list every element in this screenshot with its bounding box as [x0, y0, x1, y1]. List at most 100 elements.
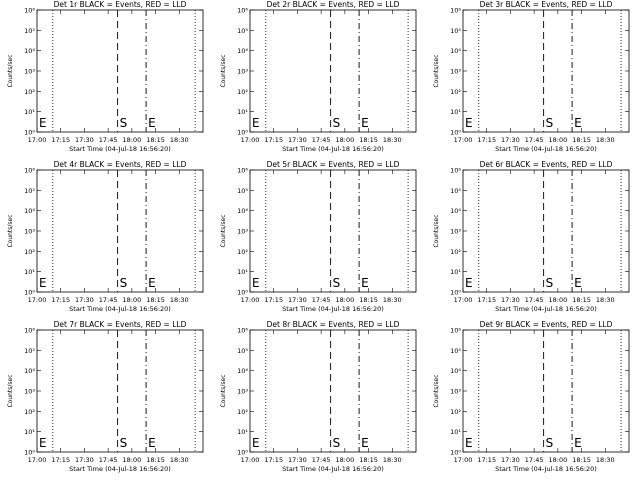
end-marker-label: E [39, 436, 47, 450]
y-tick-label: 10³ [450, 68, 461, 76]
y-tick-label: 10² [237, 408, 248, 416]
y-tick-label: 10³ [450, 228, 461, 236]
end-marker-label: E [148, 116, 156, 130]
plot-frame [36, 9, 204, 133]
y-tick-label: 10¹ [24, 108, 35, 116]
x-tick-label: 18:15 [359, 136, 378, 144]
plot-frame [36, 329, 204, 453]
end-marker-label: E [465, 436, 473, 450]
end-marker-label: E [252, 436, 260, 450]
y-tick-label: 10⁶ [450, 7, 461, 15]
x-tick-label: 18:30 [383, 456, 402, 464]
x-tick-label: 17:15 [264, 456, 283, 464]
x-axis-label: Start Time (04-Jul-18 16:56:20) [69, 465, 171, 473]
chart-title: Det 6r BLACK = Events, RED = LLD [480, 160, 613, 169]
y-tick-label: 10⁴ [24, 207, 35, 215]
chart-panel-5: Det 5r BLACK = Events, RED = LLD Counts/s… [220, 160, 417, 313]
y-tick-label: 10¹ [237, 108, 248, 116]
x-tick-label: 17:45 [525, 456, 544, 464]
end-marker-label: E [361, 436, 369, 450]
end-marker-label: E [361, 276, 369, 290]
start-marker-label: S [120, 276, 128, 290]
chart-panel-8: Det 8r BLACK = Events, RED = LLD Counts/s… [220, 320, 417, 473]
x-tick-label: 18:00 [548, 136, 567, 144]
x-tick-label: 17:30 [75, 296, 94, 304]
x-tick-label: 18:30 [596, 456, 615, 464]
x-tick-label: 17:30 [288, 296, 307, 304]
chart-panel-1: Det 1r BLACK = Events, RED = LLD Counts/s… [7, 0, 204, 153]
y-tick-label: 10² [450, 88, 461, 96]
end-marker-label: E [148, 436, 156, 450]
chart-title: Det 8r BLACK = Events, RED = LLD [267, 320, 400, 329]
x-tick-label: 17:00 [454, 296, 473, 304]
y-axis-label: Counts/sec [220, 214, 227, 247]
y-tick-label: 10⁶ [237, 167, 248, 175]
y-tick-label: 10² [237, 88, 248, 96]
x-tick-label: 17:15 [477, 136, 496, 144]
y-tick-label: 10¹ [450, 268, 461, 276]
x-tick-label: 18:15 [146, 456, 165, 464]
y-tick-label: 10⁴ [237, 207, 248, 215]
end-marker-label: E [252, 116, 260, 130]
y-tick-label: 10⁰ [450, 449, 461, 457]
y-tick-label: 10⁵ [24, 187, 35, 195]
y-tick-label: 10⁴ [450, 207, 461, 215]
y-tick-label: 10³ [24, 228, 35, 236]
y-tick-label: 10¹ [24, 428, 35, 436]
y-tick-label: 10³ [237, 228, 248, 236]
y-tick-label: 10⁴ [450, 367, 461, 375]
chart-panel-4: Det 4r BLACK = Events, RED = LLD Counts/s… [7, 160, 204, 313]
y-tick-label: 10⁵ [237, 347, 248, 355]
start-marker-label: S [333, 276, 341, 290]
y-axis-label: Counts/sec [220, 54, 227, 87]
y-tick-label: 10² [24, 88, 35, 96]
x-tick-label: 17:30 [501, 296, 520, 304]
y-tick-label: 10¹ [24, 268, 35, 276]
x-tick-label: 17:45 [312, 296, 331, 304]
x-tick-label: 17:45 [99, 136, 118, 144]
end-marker-label: E [574, 276, 582, 290]
x-tick-label: 18:30 [170, 136, 189, 144]
y-axis-label: Counts/sec [433, 54, 440, 87]
chart-title: Det 5r BLACK = Events, RED = LLD [267, 160, 400, 169]
chart-title: Det 4r BLACK = Events, RED = LLD [54, 160, 187, 169]
x-axis-label: Start Time (04-Jul-18 16:56:20) [282, 465, 384, 473]
end-marker-label: E [574, 116, 582, 130]
y-tick-label: 10⁶ [24, 327, 35, 335]
y-tick-label: 10⁰ [237, 449, 248, 457]
x-tick-label: 18:15 [359, 456, 378, 464]
x-tick-label: 17:30 [75, 456, 94, 464]
x-tick-label: 18:15 [146, 296, 165, 304]
end-marker-label: E [465, 276, 473, 290]
x-tick-label: 17:00 [241, 136, 260, 144]
x-tick-label: 18:30 [596, 136, 615, 144]
plot-frame [249, 169, 417, 293]
x-axis-label: Start Time (04-Jul-18 16:56:20) [69, 305, 171, 313]
y-tick-label: 10² [450, 248, 461, 256]
x-tick-label: 17:15 [477, 296, 496, 304]
y-tick-label: 10¹ [237, 268, 248, 276]
y-axis-label: Counts/sec [7, 54, 14, 87]
y-tick-label: 10⁵ [450, 27, 461, 35]
x-tick-label: 18:00 [548, 456, 567, 464]
y-tick-label: 10⁶ [237, 7, 248, 15]
y-tick-label: 10² [237, 248, 248, 256]
plot-frame [36, 169, 204, 293]
y-tick-label: 10⁰ [237, 289, 248, 297]
x-tick-label: 17:45 [525, 136, 544, 144]
start-marker-label: S [546, 436, 554, 450]
plot-frame [249, 329, 417, 453]
y-tick-label: 10⁴ [24, 367, 35, 375]
x-axis-label: Start Time (04-Jul-18 16:56:20) [495, 145, 597, 153]
x-tick-label: 17:00 [241, 456, 260, 464]
y-tick-label: 10³ [450, 388, 461, 396]
x-axis-label: Start Time (04-Jul-18 16:56:20) [282, 145, 384, 153]
y-tick-label: 10⁶ [24, 7, 35, 15]
y-tick-label: 10¹ [450, 428, 461, 436]
y-tick-label: 10³ [24, 388, 35, 396]
y-axis-label: Counts/sec [7, 214, 14, 247]
chart-title: Det 9r BLACK = Events, RED = LLD [480, 320, 613, 329]
x-tick-label: 18:15 [572, 296, 591, 304]
y-tick-label: 10⁵ [237, 187, 248, 195]
x-tick-label: 17:30 [288, 456, 307, 464]
